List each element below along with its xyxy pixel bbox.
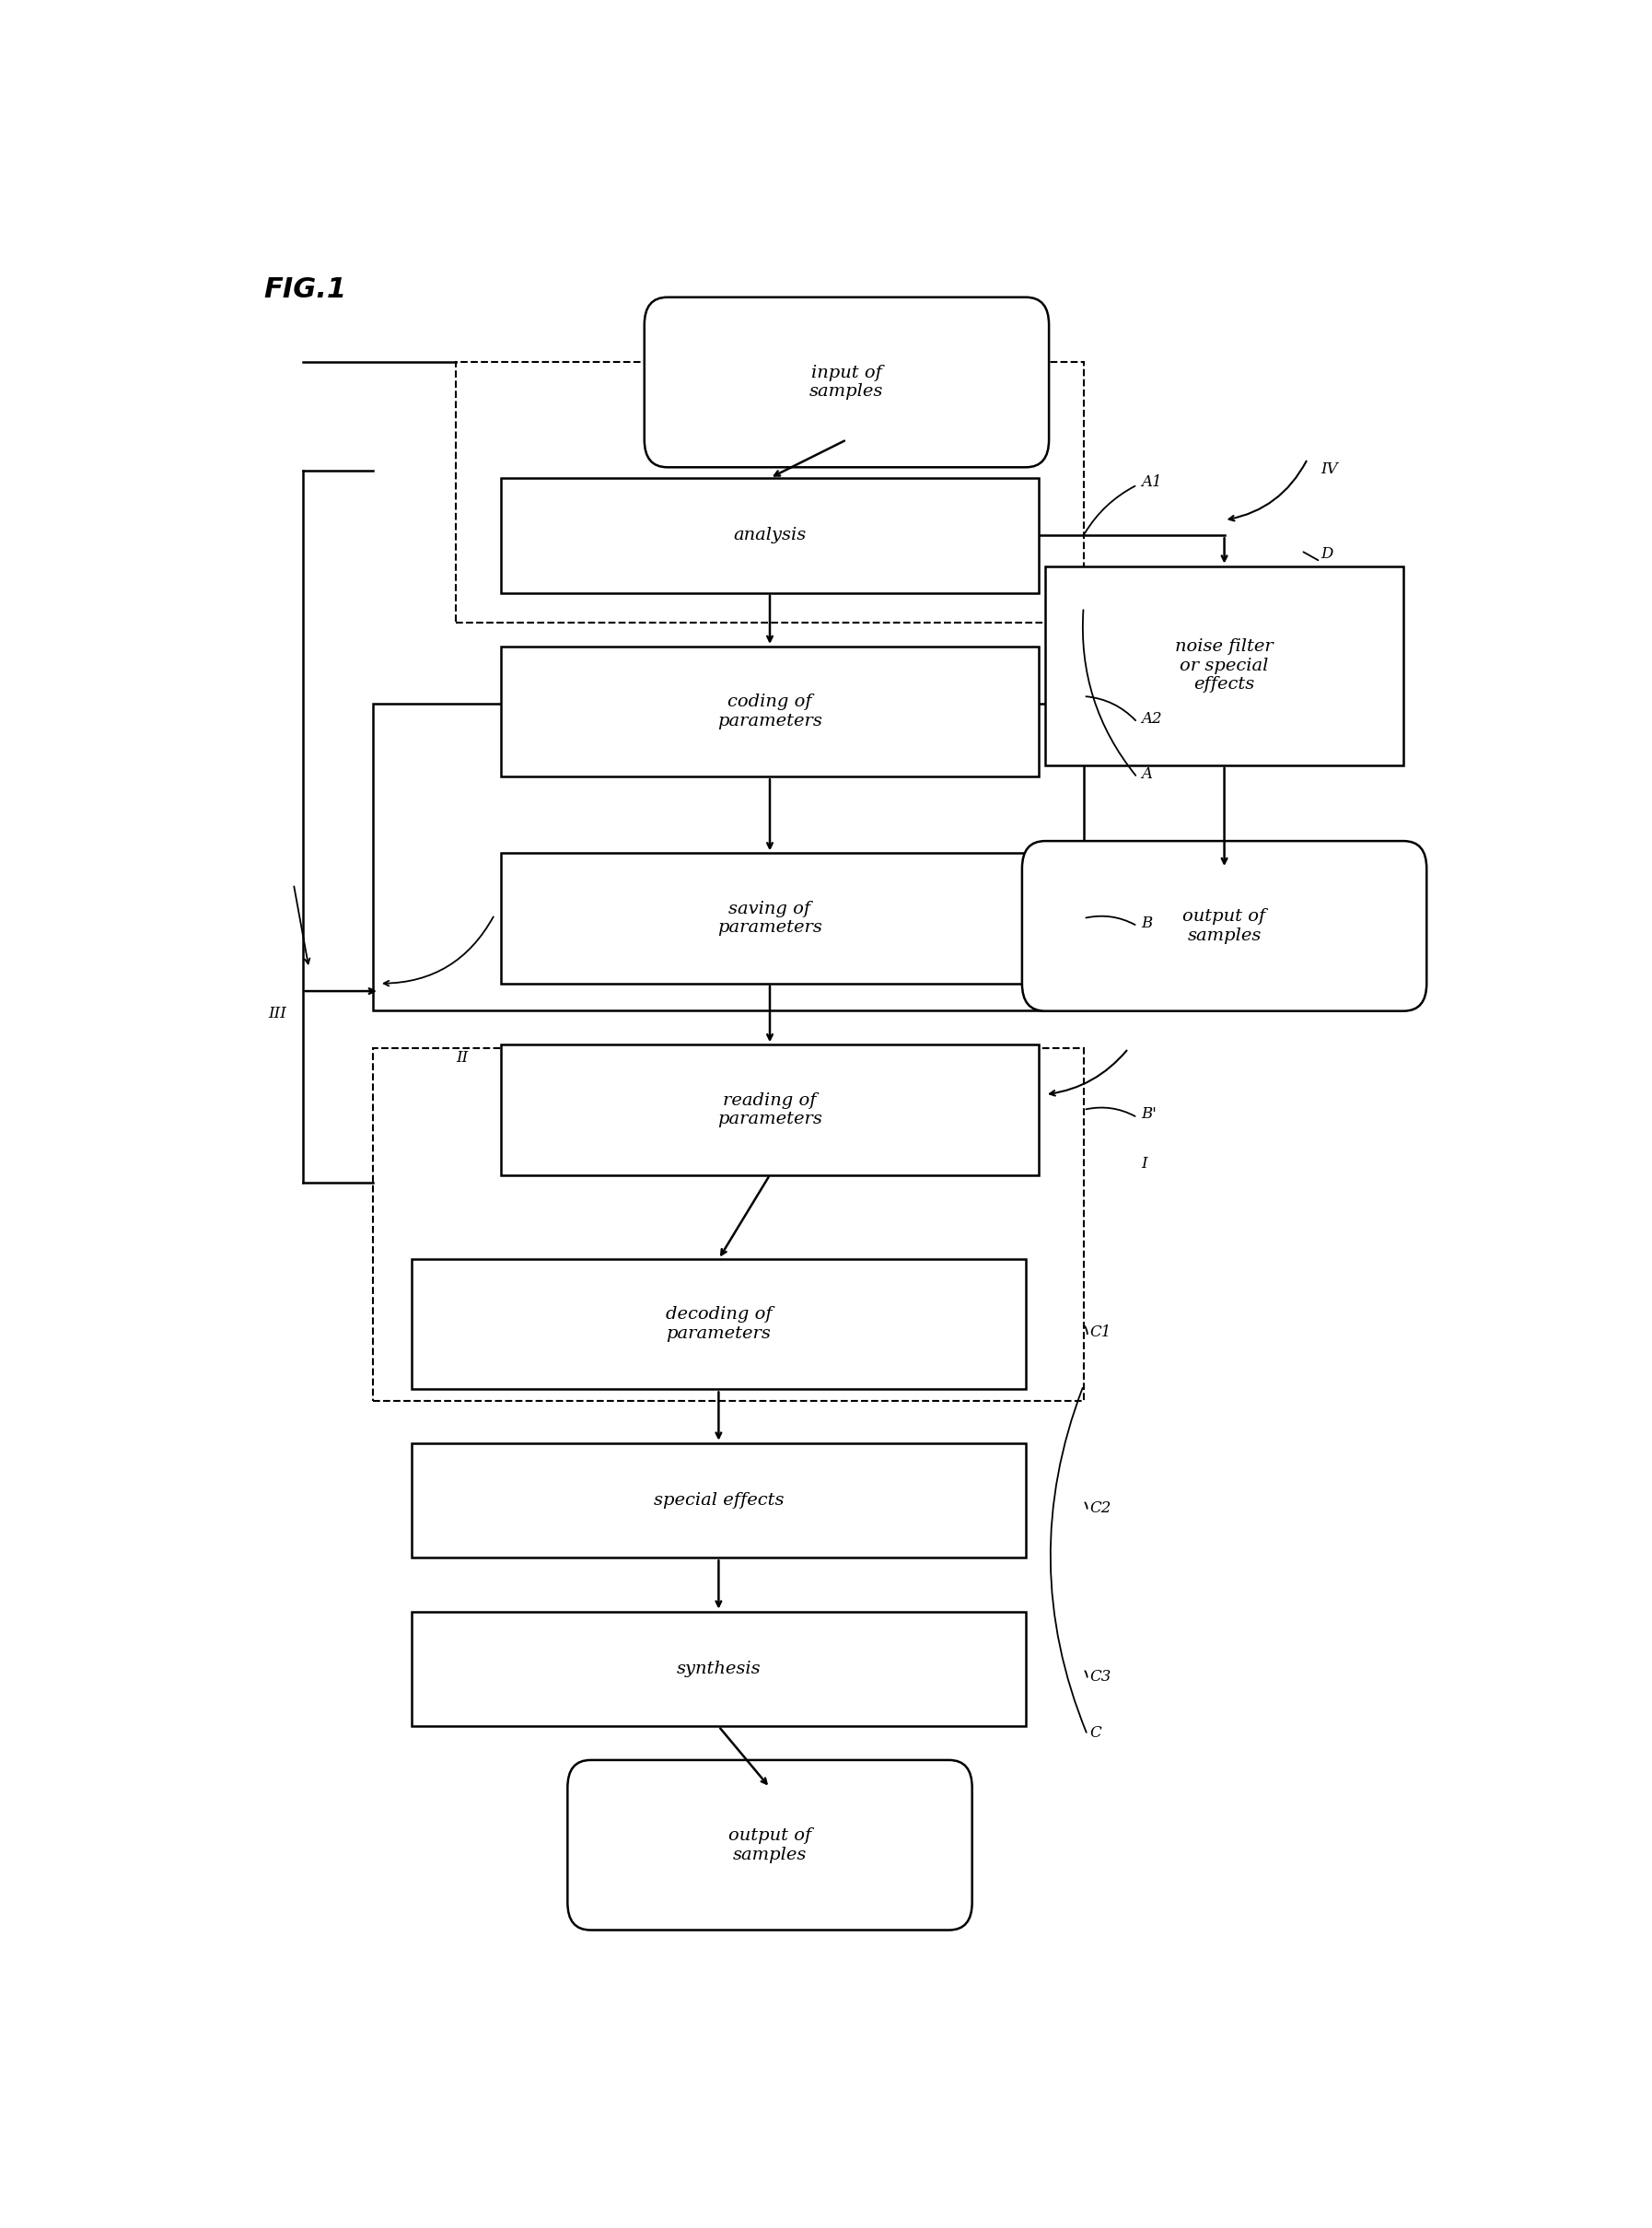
- Text: C: C: [1090, 1724, 1102, 1740]
- Bar: [501, 646, 1039, 778]
- Text: B: B: [1142, 916, 1153, 931]
- Bar: [373, 1049, 1084, 1401]
- Bar: [501, 853, 1039, 983]
- FancyBboxPatch shape: [644, 296, 1049, 468]
- Text: D: D: [1320, 546, 1333, 561]
- Text: reading of
parameters: reading of parameters: [717, 1092, 823, 1127]
- Text: I: I: [1142, 1156, 1146, 1172]
- Text: B': B': [1142, 1107, 1156, 1123]
- Text: special effects: special effects: [654, 1493, 783, 1508]
- Text: saving of
parameters: saving of parameters: [717, 900, 823, 936]
- Text: A2: A2: [1142, 711, 1161, 726]
- Bar: [501, 1045, 1039, 1174]
- Text: A1: A1: [1142, 475, 1161, 490]
- Bar: [1046, 566, 1404, 764]
- Bar: [501, 479, 1039, 593]
- Text: IV: IV: [1320, 461, 1338, 477]
- Text: C2: C2: [1090, 1499, 1112, 1515]
- Text: II: II: [456, 1049, 469, 1065]
- Text: noise filter
or special
effects: noise filter or special effects: [1175, 637, 1274, 693]
- Text: decoding of
parameters: decoding of parameters: [666, 1306, 771, 1341]
- Text: output of
samples: output of samples: [729, 1827, 811, 1863]
- FancyBboxPatch shape: [1023, 840, 1427, 1012]
- Text: III: III: [268, 1005, 286, 1020]
- Bar: [411, 1259, 1026, 1390]
- Text: coding of
parameters: coding of parameters: [717, 693, 823, 729]
- Text: input of
samples: input of samples: [809, 365, 884, 401]
- Text: FIG.1: FIG.1: [264, 276, 347, 303]
- Bar: [411, 1444, 1026, 1557]
- Bar: [373, 704, 1084, 1009]
- Text: output of
samples: output of samples: [1183, 909, 1265, 945]
- Bar: [456, 363, 1084, 624]
- Text: synthesis: synthesis: [676, 1660, 762, 1678]
- Text: C1: C1: [1090, 1323, 1112, 1339]
- Text: analysis: analysis: [733, 528, 806, 544]
- Text: A: A: [1142, 766, 1151, 782]
- Bar: [411, 1611, 1026, 1727]
- Text: C3: C3: [1090, 1669, 1112, 1684]
- FancyBboxPatch shape: [568, 1760, 971, 1929]
